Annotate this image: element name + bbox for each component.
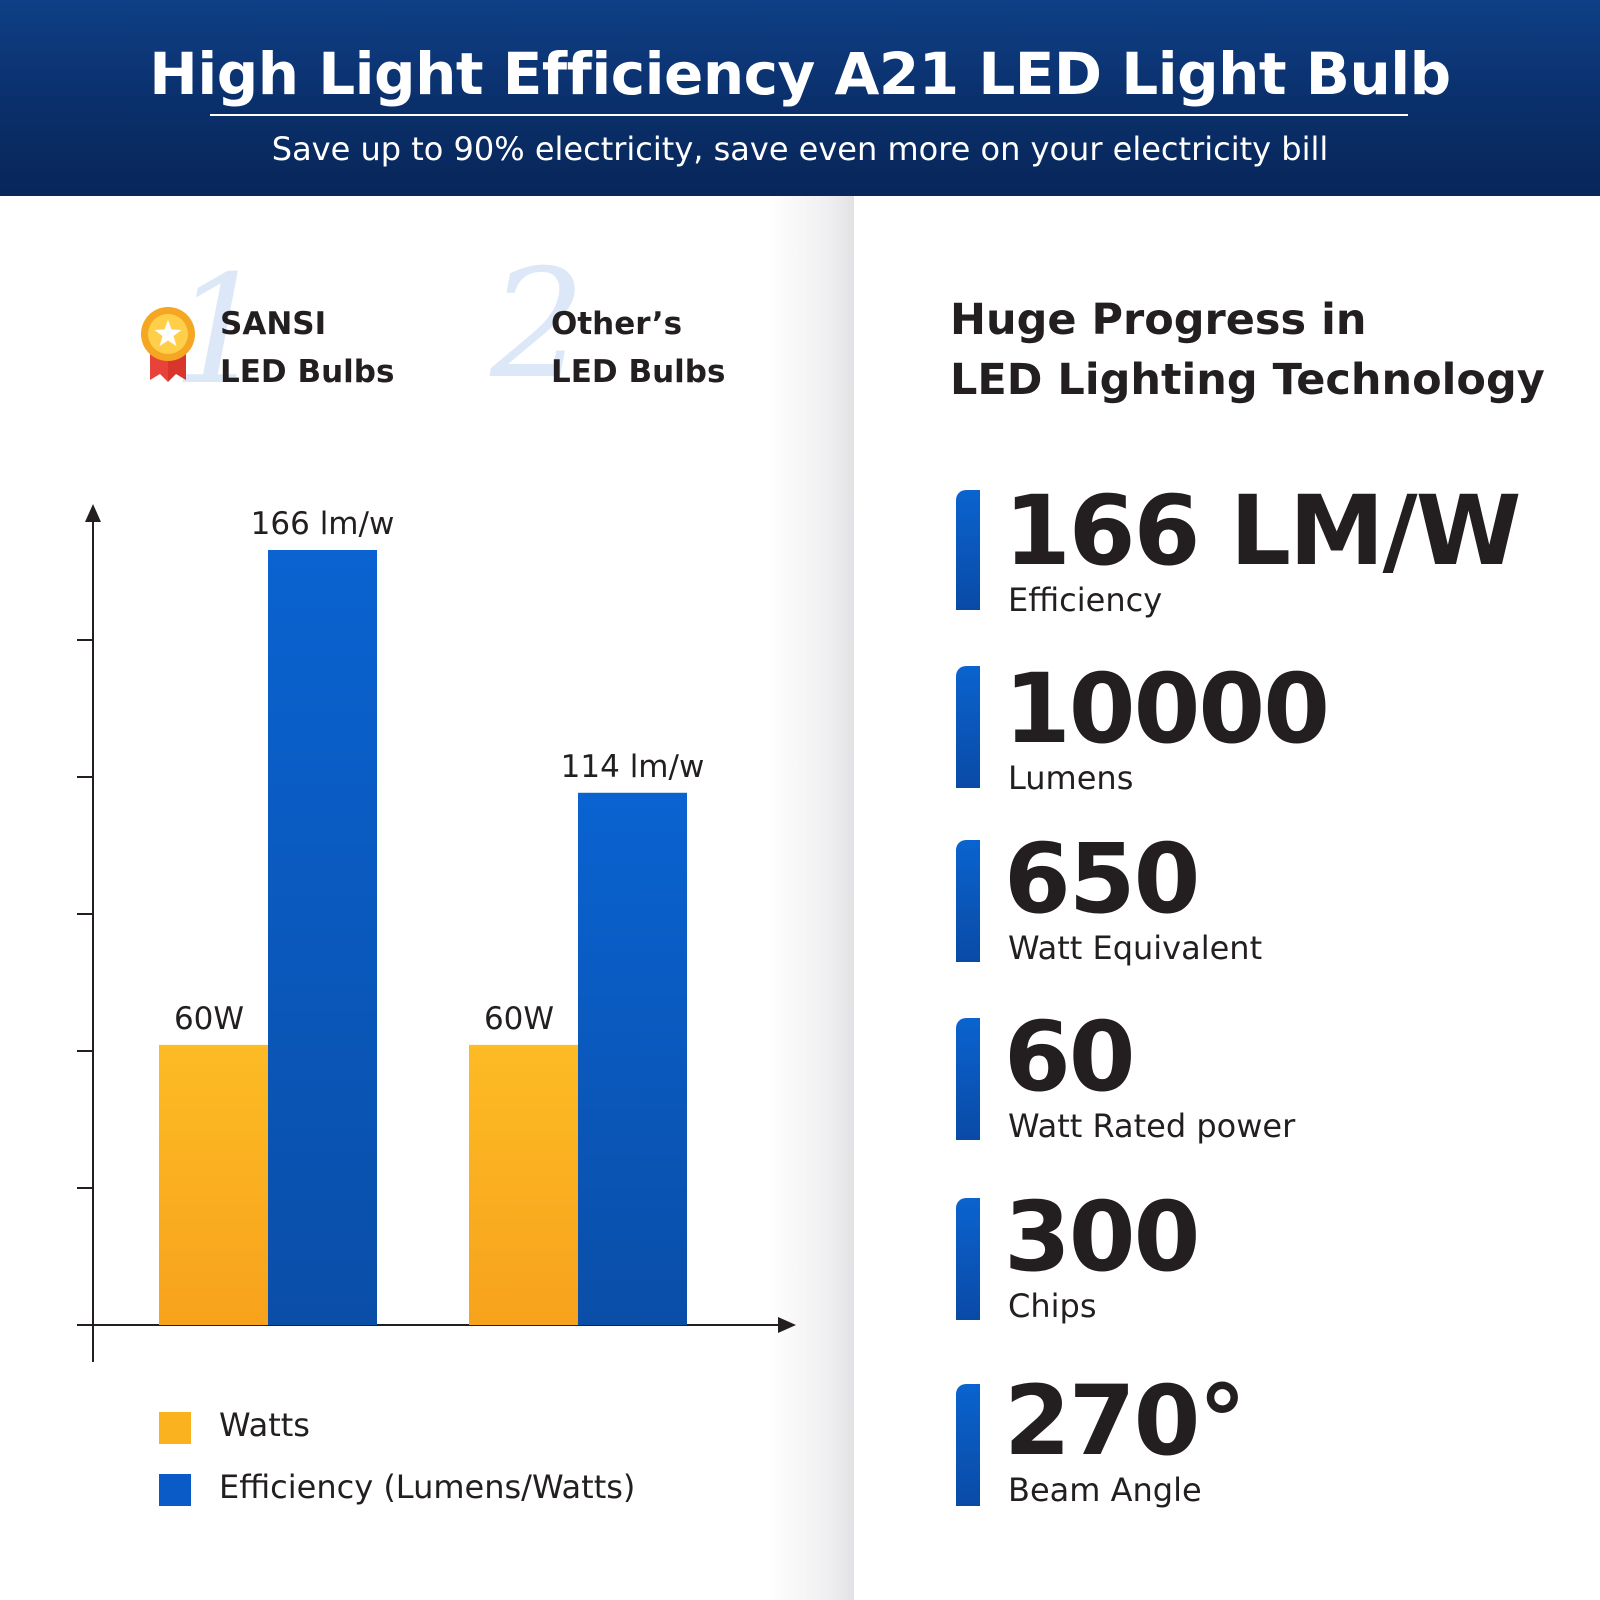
brand-sansi-line2: LED Bulbs (220, 354, 395, 390)
y-axis-arrow (85, 504, 101, 522)
spec-label: Watt Rated power (1008, 1107, 1296, 1145)
data-label-efficiency: 114 lm/w (561, 749, 705, 785)
chart-data-labels: 60W 166 lm/w 60W 114 lm/w (174, 506, 704, 1037)
data-label-watts: 60W (484, 1001, 554, 1037)
chart-panel (0, 196, 854, 1600)
page-title: High Light Efficiency A21 LED Light Bulb (149, 40, 1451, 108)
bar-watts (159, 1044, 268, 1325)
data-label-efficiency: 166 lm/w (251, 506, 395, 542)
chart-bars (159, 550, 687, 1325)
spec-label: Efficiency (1008, 581, 1163, 619)
spec-value: 300 (1004, 1181, 1200, 1293)
legend-swatch-efficiency (159, 1474, 191, 1506)
spec-accent-bar (956, 490, 980, 610)
spec-accent-bar (956, 1384, 980, 1506)
brand-others-line1: Other’s (551, 306, 683, 342)
spec-value: 650 (1004, 823, 1200, 935)
brand-sansi-line1: SANSI (220, 306, 327, 342)
page-subtitle: Save up to 90% electricity, save even mo… (271, 130, 1329, 168)
header-banner: High Light Efficiency A21 LED Light Bulb… (0, 0, 1600, 196)
spec-value: 270° (1004, 1365, 1246, 1477)
bar-efficiency (578, 792, 687, 1325)
specs-heading-line1: Huge Progress in (950, 295, 1367, 345)
spec-value: 166 LM/W (1004, 475, 1521, 587)
spec-accent-bar (956, 666, 980, 788)
bar-efficiency (268, 550, 377, 1325)
spec-accent-bar (956, 1198, 980, 1320)
specs-heading: Huge Progress in LED Lighting Technology (950, 290, 1545, 410)
medal-icon (141, 307, 195, 382)
legend-label-watts: Watts (219, 1406, 310, 1444)
specs-heading-line2: LED Lighting Technology (950, 355, 1545, 405)
spec-label: Lumens (1008, 759, 1134, 797)
spec-label: Chips (1008, 1287, 1097, 1325)
data-label-watts: 60W (174, 1001, 244, 1037)
spec-label: Watt Equivalent (1008, 929, 1263, 967)
bar-watts (469, 1044, 578, 1325)
spec-accent-bar (956, 1018, 980, 1140)
spec-value: 60 (1004, 1001, 1136, 1113)
title-underline (210, 114, 1408, 116)
spec-value: 10000 (1004, 653, 1330, 765)
brand-others-label: Other’s LED Bulbs (551, 300, 725, 396)
bar-chart: 60W 166 lm/w 60W 114 lm/w (77, 504, 796, 1362)
spec-accent-bar (956, 840, 980, 962)
x-axis-arrow (778, 1317, 796, 1333)
brand-others-line2: LED Bulbs (551, 354, 726, 390)
legend-label-efficiency: Efficiency (Lumens/Watts) (219, 1468, 636, 1506)
rank-number-2: 2 (490, 238, 586, 412)
spec-label: Beam Angle (1008, 1471, 1202, 1509)
legend-swatch-watts (159, 1412, 191, 1444)
brand-sansi-label: SANSI LED Bulbs (220, 300, 394, 396)
